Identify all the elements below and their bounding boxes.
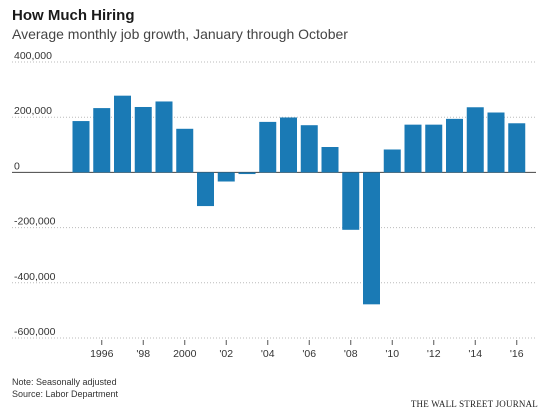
bar (300, 125, 318, 173)
bar (114, 95, 131, 173)
x-tick-label: '08 (344, 348, 358, 360)
bar (197, 172, 214, 207)
bar (487, 112, 505, 173)
x-tick-label: '02 (219, 348, 233, 360)
source-note: Source: Labor Department (12, 389, 119, 399)
x-tick-label: '12 (427, 348, 441, 360)
bar (176, 128, 194, 173)
y-tick-label: -200,000 (14, 216, 56, 228)
y-tick-label: 0 (14, 160, 20, 172)
bar (404, 124, 422, 173)
y-tick-label: 400,000 (14, 50, 52, 62)
bar (383, 149, 401, 173)
chart-title: How Much Hiring (12, 7, 135, 24)
y-tick-label: 200,000 (14, 105, 52, 117)
bar (508, 123, 526, 173)
bar (446, 118, 463, 173)
x-tick-label: 1996 (90, 348, 114, 360)
footnote: Note: Seasonally adjusted (12, 377, 117, 387)
bar (259, 121, 277, 173)
y-tick-label: -400,000 (14, 271, 56, 283)
bar (155, 101, 173, 173)
bar (425, 124, 443, 173)
bar (72, 121, 90, 173)
x-tick-label: '10 (385, 348, 399, 360)
bar (238, 172, 256, 175)
bar (217, 172, 235, 182)
bar (466, 107, 484, 173)
bar (321, 147, 339, 173)
x-tick-label: '06 (302, 348, 316, 360)
bar (363, 172, 380, 305)
x-tick-label: '04 (261, 348, 275, 360)
chart-subtitle: Average monthly job growth, January thro… (12, 26, 348, 42)
x-tick-label: '98 (136, 348, 150, 360)
x-tick-label: '16 (510, 348, 524, 360)
bar (280, 117, 297, 173)
y-tick-label: -600,000 (14, 326, 56, 338)
bar (134, 106, 152, 173)
x-tick-label: 2000 (173, 348, 197, 360)
bar (342, 172, 360, 230)
bar (93, 108, 111, 173)
x-tick-label: '14 (468, 348, 482, 360)
publisher-credit: THE WALL STREET JOURNAL (410, 399, 538, 409)
